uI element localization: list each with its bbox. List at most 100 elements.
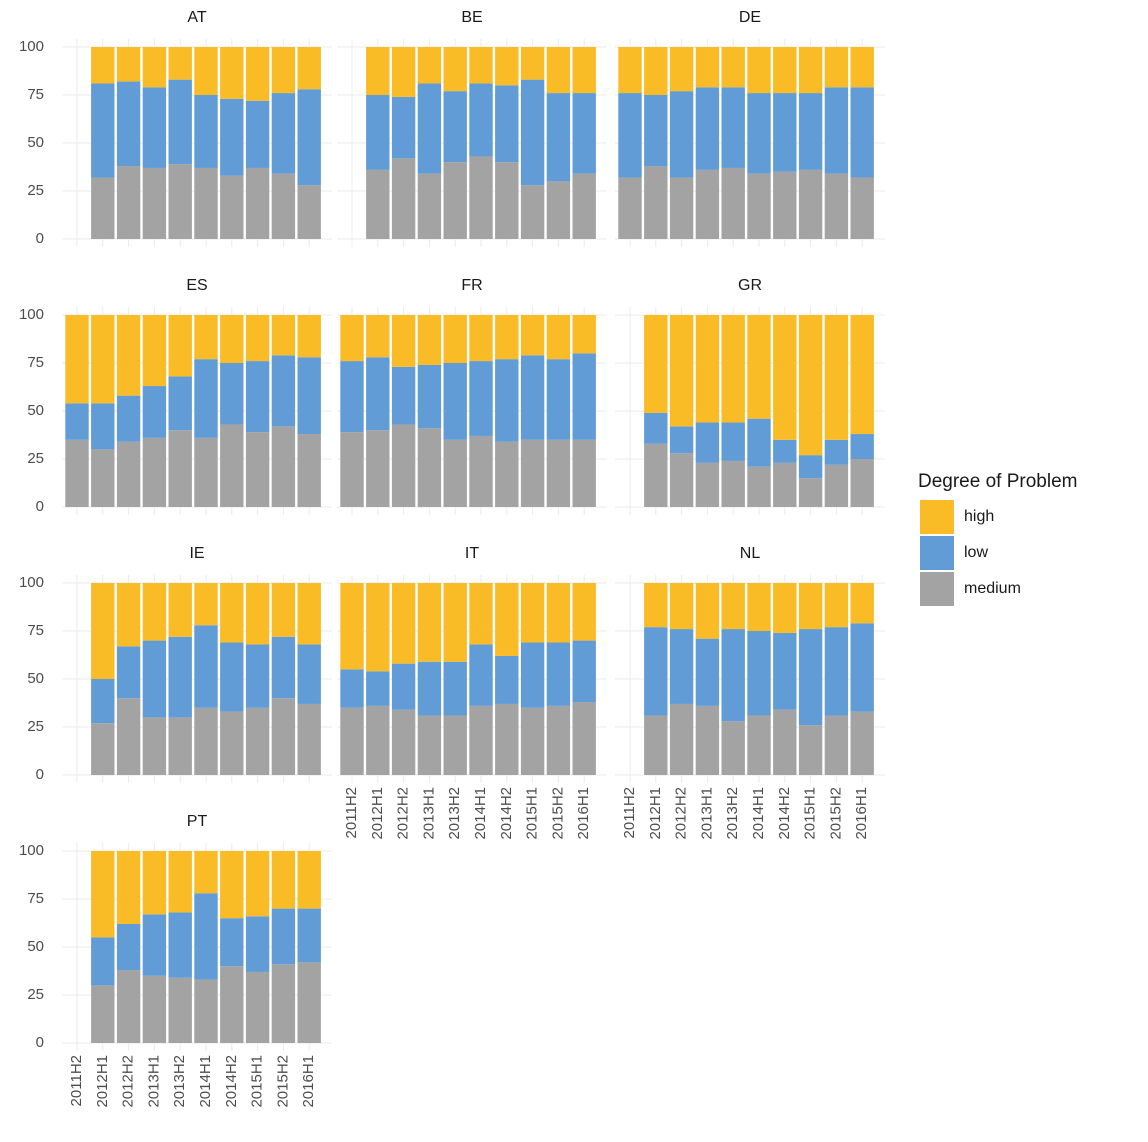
bar-segment	[271, 315, 296, 356]
bar-segment	[297, 703, 321, 775]
bar-segment	[824, 47, 849, 88]
bar-segment	[91, 47, 115, 84]
y-tick-label: 100	[19, 842, 44, 859]
bar-segment	[340, 707, 364, 775]
bar-segment	[773, 632, 797, 710]
bar-segment	[142, 87, 167, 168]
bar-segment	[546, 705, 571, 775]
bar-segment	[91, 679, 115, 724]
legend-key	[920, 536, 954, 570]
y-tick-label: 50	[27, 938, 44, 955]
bar-segment	[850, 434, 874, 459]
bar-segment	[824, 173, 849, 239]
bar-segment	[142, 386, 167, 438]
bar-segment	[469, 315, 493, 362]
bar-segment	[747, 93, 771, 174]
bar-segment	[644, 166, 668, 239]
y-tick-label: 100	[19, 38, 44, 55]
x-tick-label: 2013H2	[171, 1055, 188, 1108]
y-tick-label: 0	[36, 1034, 44, 1051]
bar-segment	[297, 315, 321, 358]
bar-segment	[91, 985, 115, 1043]
bar-segment	[695, 47, 720, 88]
bar-segment	[824, 439, 849, 465]
bar-segment	[850, 623, 874, 712]
bar-segment	[695, 705, 720, 775]
bar-segment	[245, 971, 270, 1043]
bar-segment	[391, 96, 416, 159]
bar-segment	[245, 644, 270, 708]
x-tick-label: 2014H1	[197, 1055, 214, 1108]
bar-segment	[168, 315, 192, 377]
x-tick-label: 2012H2	[673, 787, 690, 840]
x-tick-label: 2013H1	[420, 787, 437, 840]
bar-segment	[194, 437, 218, 507]
bar-segment	[391, 366, 416, 425]
bar-segment	[194, 95, 218, 168]
bar-segment	[644, 715, 668, 775]
bar-segment	[520, 707, 545, 775]
y-tick-label: 100	[19, 306, 44, 323]
bar-segment	[824, 464, 849, 507]
bar-segment	[773, 171, 797, 239]
bar-segment	[798, 583, 823, 630]
x-tick-label: 2012H2	[395, 787, 412, 840]
bar-segment	[469, 47, 493, 84]
y-tick-label: 0	[36, 230, 44, 247]
y-tick-label: 75	[27, 354, 44, 371]
panel-title: FR	[461, 277, 482, 294]
y-tick-label: 0	[36, 766, 44, 783]
bar-segment	[142, 975, 167, 1043]
x-tick-label: 2015H1	[802, 787, 819, 840]
bar-segment	[271, 355, 296, 427]
bar-segment	[669, 315, 694, 427]
bar-segment	[116, 395, 141, 442]
bar-segment	[116, 441, 141, 507]
bar-segment	[271, 636, 296, 699]
bar-segment	[417, 83, 442, 174]
bar-segment	[194, 851, 218, 894]
legend-label: low	[964, 544, 988, 561]
bar-segment	[168, 79, 192, 165]
bar-segment	[220, 175, 244, 239]
y-tick-label: 0	[36, 498, 44, 515]
bar-segment	[495, 162, 519, 239]
x-tick-label: 2014H2	[776, 787, 793, 840]
bar-segment	[721, 460, 745, 507]
bar-segment	[850, 315, 874, 435]
bar-segment	[417, 364, 442, 429]
bar-segment	[695, 87, 720, 170]
bar-segment	[142, 167, 167, 239]
bar-segment	[91, 177, 115, 239]
bar-segment	[443, 715, 467, 775]
bar-segment	[297, 644, 321, 704]
panel-title: ES	[186, 277, 207, 294]
x-tick-label: 2012H2	[120, 1055, 137, 1108]
bar-segment	[773, 583, 797, 633]
bar-segment	[572, 315, 596, 354]
bar-segment	[773, 462, 797, 507]
bar-segment	[443, 363, 467, 440]
y-tick-label: 25	[27, 718, 44, 735]
bar-segment	[168, 47, 192, 80]
bar-segment	[194, 359, 218, 438]
bar-segment	[669, 453, 694, 507]
bar-segment	[91, 851, 115, 938]
bar-segment	[824, 715, 849, 775]
bar-segment	[572, 93, 596, 174]
y-tick-label: 25	[27, 182, 44, 199]
bar-segment	[644, 47, 668, 95]
panel-title: GR	[738, 277, 762, 294]
bar-segment	[469, 361, 493, 436]
bar-segment	[469, 83, 493, 157]
bar-segment	[695, 583, 720, 639]
bar-segment	[695, 422, 720, 463]
bar-segment	[443, 661, 467, 716]
bar-segment	[618, 177, 642, 239]
bar-segment	[340, 583, 364, 670]
bar-segment	[824, 583, 849, 628]
legend-title: Degree of Problem	[918, 471, 1077, 492]
x-tick-label: 2011H2	[621, 787, 638, 838]
bar-segment	[798, 478, 823, 507]
